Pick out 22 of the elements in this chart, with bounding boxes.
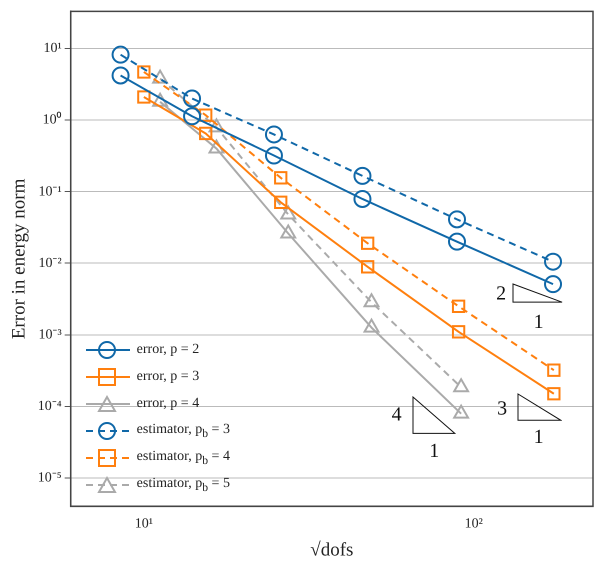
annotation: 3 [497,398,508,420]
legend-label: error, p = 3 [136,368,200,385]
legend-label: estimator, p$_{b}$ = 4 [136,448,230,467]
annotation: 1 [534,426,544,448]
y-tick-label: 10⁻² [38,256,62,271]
annotation: 1 [534,310,544,333]
y-tick-label: 10⁻¹ [38,184,62,200]
y-tick-label: 10¹ [43,41,62,56]
legend-label: estimator, p$_{b}$ = 5 [136,476,230,494]
y-axis-title: Error in energy norm [8,178,30,340]
x-axis-title: √dofs [310,540,354,561]
y-tick-label: 10⁻⁵ [38,470,62,486]
legend-label: estimator, p$_{b}$ = 3 [136,422,230,440]
y-tick-label: 10⁻⁴ [38,399,62,414]
annotation: 2 [496,282,506,305]
annotation: 1 [429,440,440,462]
x-tick-label: 10² [464,516,483,532]
legend-label: error, p = 2 [136,342,200,358]
y-tick-label: 10⁻³ [38,327,62,342]
y-tick-label: 10⁰ [42,112,62,128]
annotation: 4 [392,404,402,426]
legend-label: error, p = 4 [136,396,200,412]
